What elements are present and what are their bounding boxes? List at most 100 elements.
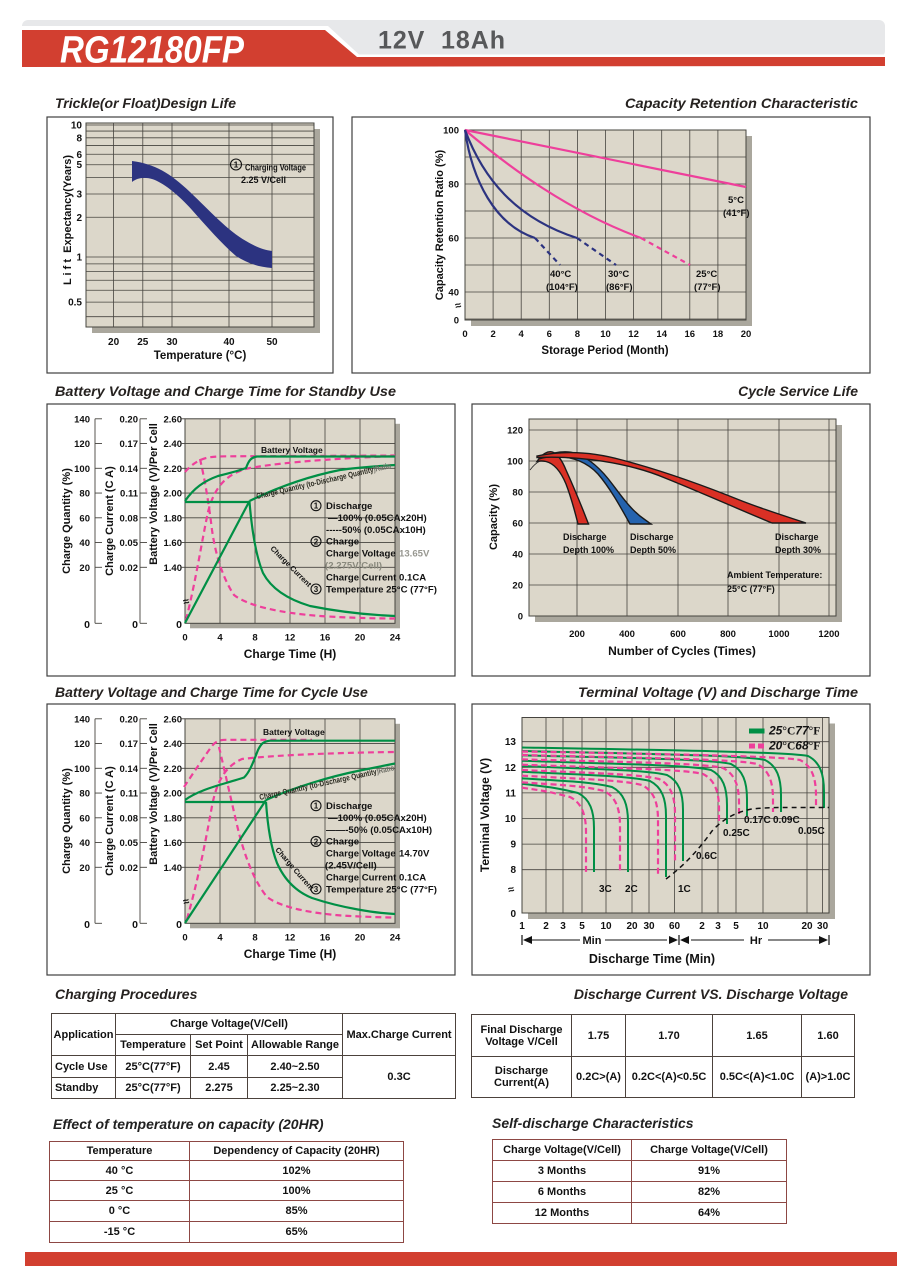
svg-text:2: 2 [76,213,82,224]
svg-text:11: 11 [505,788,516,799]
svg-text:5: 5 [733,921,739,932]
svg-text:140: 140 [74,714,90,725]
svg-text:1.40: 1.40 [164,563,183,574]
svg-text:0: 0 [454,316,459,327]
svg-text:0.09C: 0.09C [773,815,800,826]
svg-text:8: 8 [252,933,257,944]
svg-text:30°C: 30°C [608,269,629,280]
svg-text:6: 6 [547,329,552,340]
svg-text:3: 3 [715,921,721,932]
svg-text:0: 0 [518,612,523,623]
svg-text:3: 3 [76,190,82,201]
svg-text:Depth 100%: Depth 100% [563,545,614,555]
svg-text:2.20: 2.20 [164,464,183,475]
svg-text:Capacity Retention Ratio (%): Capacity Retention Ratio (%) [434,149,446,300]
svg-text:Self-discharge Characteristics: Self-discharge Characteristics [492,1115,694,1131]
svg-text:30: 30 [166,337,178,348]
svg-text:120: 120 [74,439,90,450]
svg-text:Discharge: Discharge [326,801,372,812]
svg-text:Charging Procedures: Charging Procedures [55,986,198,1002]
svg-text:Min: Min [583,935,602,947]
svg-text:Terminal Voltage (V) and Disch: Terminal Voltage (V) and Discharge Time [578,684,858,700]
svg-text:12: 12 [628,329,639,340]
svg-text:Number of Cycles (Times): Number of Cycles (Times) [608,644,756,658]
svg-text:Discharge: Discharge [775,532,819,542]
svg-text:60: 60 [79,813,90,824]
svg-text:200: 200 [569,629,585,640]
svg-text:Ambient Temperature:: Ambient Temperature: [727,570,822,580]
svg-text:0.05C: 0.05C [798,826,825,837]
svg-text:0.02: 0.02 [120,863,139,874]
svg-text:2: 2 [543,921,549,932]
svg-text:800: 800 [720,629,736,640]
svg-text:4: 4 [217,933,223,944]
svg-text:30: 30 [643,921,655,932]
svg-text:Temperature 25°C (77°F): Temperature 25°C (77°F) [326,584,437,595]
svg-text:2.25 V/Cell: 2.25 V/Cell [241,175,286,186]
svg-text:2: 2 [699,921,705,932]
svg-text:(86°F): (86°F) [606,282,633,293]
svg-text:0: 0 [462,329,467,340]
svg-text:4: 4 [217,633,223,644]
svg-text:Depth 30%: Depth 30% [775,545,821,555]
svg-text:0: 0 [176,619,182,631]
svg-text:0.05: 0.05 [120,838,139,849]
svg-text:8: 8 [575,329,580,340]
svg-text:40: 40 [512,550,523,561]
svg-text:25: 25 [137,337,149,348]
svg-text:2.00: 2.00 [164,789,183,800]
svg-text:Hr: Hr [750,935,763,947]
svg-text:Charge Time (H): Charge Time (H) [244,947,336,961]
svg-text:400: 400 [619,629,635,640]
svg-text:2.40: 2.40 [164,739,183,750]
svg-text:≈: ≈ [454,300,463,313]
svg-text:20: 20 [741,329,752,340]
svg-text:12V 18Ah: 12V 18Ah [378,27,505,55]
svg-text:(77°F): (77°F) [694,282,721,293]
svg-text:0: 0 [132,619,138,631]
svg-text:RG12180FP: RG12180FP [60,30,245,72]
svg-text:3: 3 [314,885,319,894]
svg-text:10: 10 [600,921,612,932]
svg-text:80: 80 [512,488,523,499]
svg-text:1.40: 1.40 [164,863,183,874]
svg-text:20: 20 [108,337,120,348]
svg-text:——-50% (0.05CAx10H): ——-50% (0.05CAx10H) [326,825,432,836]
svg-text:0: 0 [84,919,90,931]
svg-text:0: 0 [182,933,187,944]
svg-text:120: 120 [74,739,90,750]
svg-text:Battery Voltage (V)/Per Cell: Battery Voltage (V)/Per Cell [148,723,160,865]
svg-text:0: 0 [510,909,516,920]
svg-text:0.05: 0.05 [120,538,139,549]
svg-text:0.11: 0.11 [120,789,139,800]
svg-text:20: 20 [355,633,366,644]
svg-text:0.5: 0.5 [68,298,82,309]
svg-text:Discharge: Discharge [326,501,372,512]
svg-text:Charge: Charge [326,537,359,548]
svg-text:2: 2 [490,329,495,340]
svg-text:Discharge Time (Min): Discharge Time (Min) [589,952,715,966]
svg-text:Battery Voltage: Battery Voltage [261,445,323,455]
svg-text:Discharge Current VS. Discharg: Discharge Current VS. Discharge Voltage [574,986,848,1002]
svg-text:30: 30 [817,921,829,932]
svg-text:60: 60 [669,921,681,932]
svg-text:5°C: 5°C [728,195,744,206]
svg-text:Charge Voltage: Charge Voltage [326,549,396,560]
svg-text:20: 20 [79,863,90,874]
svg-text:Battery Voltage and Charge Tim: Battery Voltage and Charge Time for Cycl… [55,684,368,700]
svg-text:120: 120 [507,426,523,437]
svg-text:2: 2 [314,837,319,846]
svg-text:1000: 1000 [768,629,789,640]
svg-text:0.17: 0.17 [120,439,139,450]
svg-text:1.80: 1.80 [164,513,183,524]
svg-text:(41°F): (41°F) [723,208,750,219]
svg-text:0.25C: 0.25C [723,828,750,839]
svg-text:Charge Current (C A): Charge Current (C A) [104,766,116,876]
svg-text:≈: ≈ [507,884,516,897]
svg-text:14.70V: 14.70V [399,849,430,860]
svg-text:10: 10 [71,121,83,132]
svg-text:Charge Time (H): Charge Time (H) [244,647,336,661]
svg-text:16: 16 [320,933,331,944]
svg-text:1.80: 1.80 [164,813,183,824]
svg-text:2.00: 2.00 [164,489,183,500]
